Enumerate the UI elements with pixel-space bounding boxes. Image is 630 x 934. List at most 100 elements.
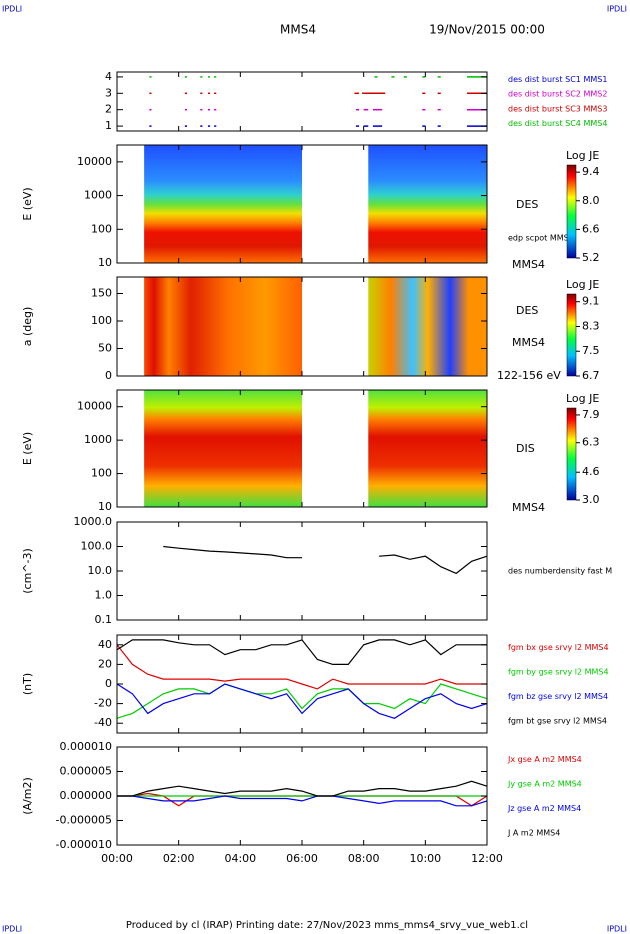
corner-label: IPDLI [2,5,22,14]
y-tick-label: 0.1 [95,613,113,626]
data-line [117,795,488,807]
colorbar-tick-label: 6.7 [582,369,600,382]
legend-entry: Jz gse A m2 MMS4 [507,804,581,813]
colorbar-label: Log JE [566,392,599,405]
colorbar [566,293,577,377]
colorbar-tick-label: 3.0 [582,493,600,506]
colorbar-tick-label: 6.3 [582,436,600,449]
y-tick-label: 100.0 [81,540,113,553]
corner-label: IPDLI [607,925,627,934]
y-tick-label: 20 [98,657,112,670]
y-tick-label: 1000 [84,189,112,202]
legend-entry: Jy gse A m2 MMS4 [507,779,582,788]
y-axis-label: a (deg) [21,307,34,347]
y-axis-label: (A/m2) [21,777,34,815]
colorbar-label: Log JE [566,278,599,291]
y-tick-label: 50 [98,342,112,355]
colorbar-tick-label: 7.9 [582,408,600,421]
footer: Produced by cl (IRAP) Printing date: 27/… [126,920,528,931]
x-tick-label: 12:00 [471,852,503,865]
panel-frame [116,71,488,132]
legend-entry: fgm by gse srvy l2 MMS4 [508,667,609,676]
panel-frame [116,521,488,621]
legend-entry: fgm bz gse srvy l2 MMS4 [508,692,608,701]
y-tick-label: 150 [91,287,112,300]
spectrogram-block [368,390,487,507]
panel-label: MMS4 [512,336,545,349]
legend-entry: fgm bt gse srvy l2 MMS4 [508,716,607,725]
y-tick-label: 3 [105,86,112,99]
y-tick-label: 10 [98,256,112,269]
y-tick-label: 1 [105,119,112,132]
colorbar-tick-label: 8.3 [582,319,600,332]
corner-label: IPDLI [607,5,627,14]
y-tick-label: 10000 [77,155,112,168]
panel-label: DES [516,198,538,211]
y-tick-label: 40 [98,638,112,651]
y-tick-label: 2 [105,103,112,116]
colorbar-label: Log JE [566,149,599,162]
colorbar [566,164,577,259]
legend-entry: J A m2 MMS4 [507,828,560,837]
legend-entry: fgm bx gse srvy l2 MMS4 [508,643,609,652]
x-tick-label: 02:00 [163,852,195,865]
spectrogram-block [368,145,487,263]
corner-label: IPDLI [2,925,22,934]
colorbar-tick-label: 7.5 [582,344,600,357]
y-tick-label: 1.0 [95,589,113,602]
y-tick-label: 0.000005 [60,765,113,778]
data-line [117,780,488,797]
y-tick-label: 10 [98,500,112,513]
x-tick-label: 06:00 [286,852,318,865]
panel-label: DIS [516,442,535,455]
legend-entry: des dist burst SC3 MMS3 [508,104,607,113]
x-tick-label: 04:00 [224,852,256,865]
legend-entry: des dist burst SC4 MMS4 [508,119,607,128]
spectrogram-block [368,277,487,376]
y-tick-label: -0.000010 [56,838,112,851]
x-tick-label: 00:00 [101,852,133,865]
y-tick-label: 0.000000 [60,789,113,802]
colorbar-tick-label: 4.6 [582,465,600,478]
x-tick-label: 08:00 [348,852,380,865]
legend-entry: des dist burst SC1 MMS1 [508,75,607,84]
y-axis-label: (nT) [21,673,34,695]
panel-label: edp scpot MMS4 [508,234,574,243]
data-line [116,683,488,719]
y-tick-label: 100 [91,314,112,327]
y-tick-label: 10000 [77,400,112,413]
colorbar [566,407,577,501]
data-line [116,644,487,690]
data-line [117,792,488,807]
y-tick-label: 0 [105,677,112,690]
panel-label: MMS4 [512,501,545,514]
data-line [116,639,487,665]
panel-label: DES [516,304,538,317]
y-axis-label: E (eV) [21,187,34,220]
y-tick-label: 1000 [84,433,112,446]
y-tick-label: 100 [91,467,112,480]
colorbar-tick-label: 5.2 [582,251,600,264]
y-tick-label: -40 [94,716,112,729]
spectrogram-block [144,390,302,507]
legend-entry: des numberdensity fast M [508,567,612,576]
y-tick-label: 0 [105,369,112,382]
spectrogram-block [144,145,302,263]
spectrogram-block [144,277,302,376]
colorbar-tick-label: 8.0 [582,194,600,207]
y-tick-label: 10.0 [88,564,113,577]
y-tick-label: -0.000005 [56,814,112,827]
data-line [116,683,488,719]
colorbar-tick-label: 6.6 [582,222,600,235]
y-tick-label: 4 [105,70,112,83]
y-axis-label: E (eV) [21,432,34,465]
legend-entry: Jx gse A m2 MMS4 [507,755,582,764]
legend-entry: des dist burst SC2 MMS2 [508,90,607,99]
title: MMS4 [280,23,316,37]
y-tick-label: 100 [91,222,112,235]
y-tick-label: 1000.0 [74,515,113,528]
x-tick-label: 10:00 [409,852,441,865]
panel-label: MMS4 [512,258,545,271]
colorbar-tick-label: 9.4 [582,165,600,178]
